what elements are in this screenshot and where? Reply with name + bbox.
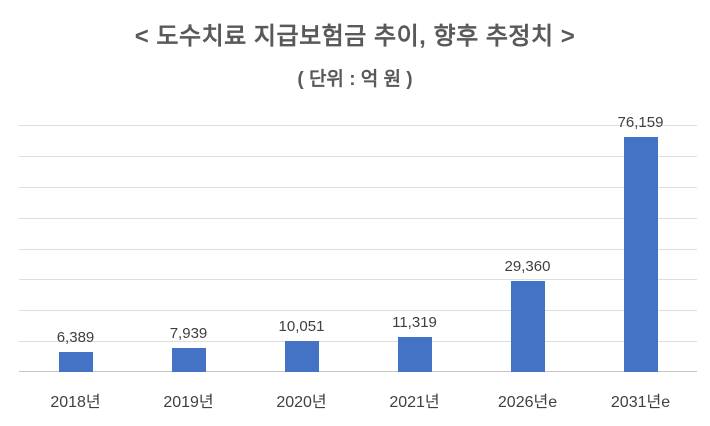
- data-label-2031년e: 76,159: [617, 113, 664, 131]
- x-axis-labels: 2018년 2019년 2020년 2021년 2026년e 2031년e: [19, 388, 697, 412]
- gridline: [19, 310, 697, 312]
- bar-2026년e: [510, 281, 545, 372]
- data-label-2019년: 7,939: [169, 324, 208, 342]
- x-axis-label-2019년: 2019년: [163, 394, 214, 411]
- bar-2031년e: [623, 136, 658, 372]
- gridline: [19, 248, 697, 250]
- gridline: [19, 125, 697, 126]
- data-label-2021년: 11,319: [392, 314, 437, 332]
- data-label-2026년e: 29,360: [504, 258, 551, 276]
- gridline: [19, 279, 697, 281]
- x-axis-label-2021년: 2021년: [389, 394, 440, 411]
- chart-title: < 도수치료 지급보험금 추이, 향후 추정치 >: [134, 23, 576, 50]
- x-axis-label-2020년: 2020년: [276, 394, 327, 411]
- x-axis-label-2018년: 2018년: [50, 394, 101, 411]
- chart-subtitle: ( 단위 : 억 원 ): [297, 69, 413, 90]
- bar-2021년: [397, 337, 432, 372]
- bar-2018년: [58, 352, 93, 372]
- gridline: [19, 186, 697, 188]
- x-axis-label-2026년e: 2026년e: [497, 394, 558, 411]
- gridline: [19, 341, 697, 343]
- data-label-2020년: 10,051: [278, 317, 325, 335]
- bar-2020년: [284, 340, 319, 372]
- gridline: [19, 155, 697, 157]
- bar-2019년: [171, 347, 206, 372]
- chart-plot-area: 6,389 7,939 10,051 11,319 29,360 76,159: [19, 114, 697, 372]
- x-axis-line: [19, 371, 697, 372]
- gridline: [19, 217, 697, 219]
- data-label-2018년: 6,389: [56, 329, 95, 347]
- x-axis-label-2031년e: 2031년e: [610, 394, 671, 411]
